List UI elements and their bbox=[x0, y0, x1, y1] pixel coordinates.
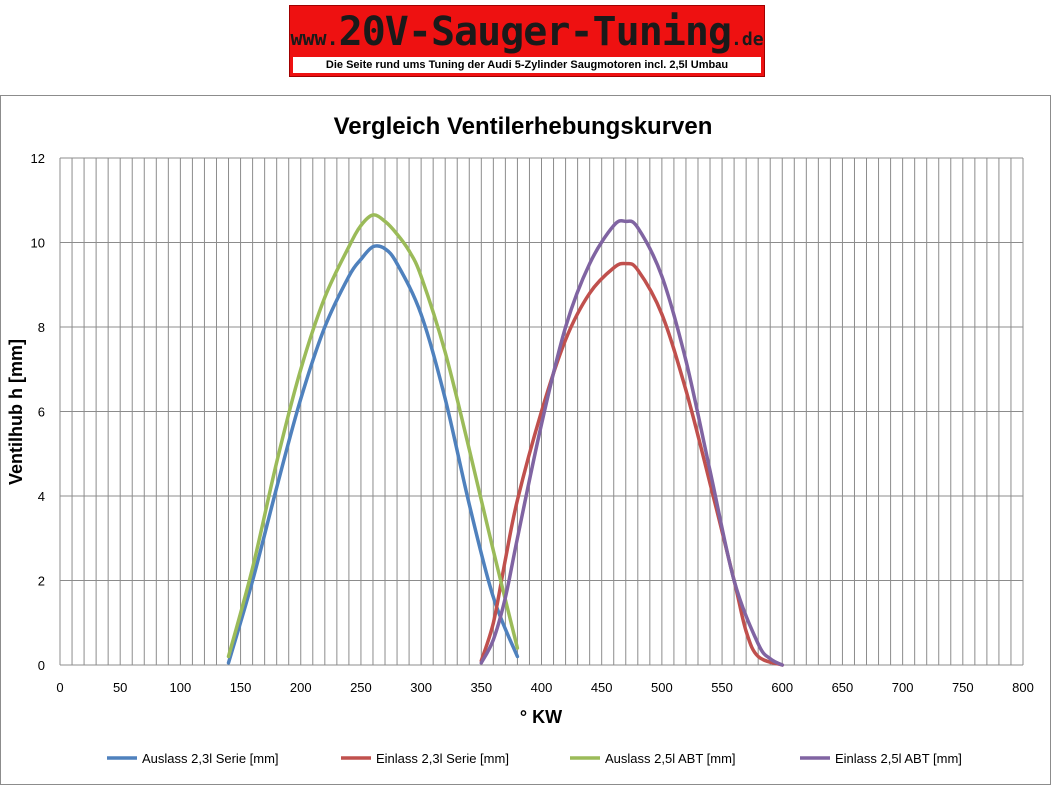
banner-subtitle: Die Seite rund ums Tuning der Audi 5-Zyl… bbox=[293, 57, 761, 73]
y-tick-label: 10 bbox=[31, 236, 45, 251]
x-tick-label: 350 bbox=[470, 680, 492, 695]
x-axis-label: ° KW bbox=[520, 707, 562, 727]
banner-tld: .de bbox=[731, 29, 764, 50]
x-tick-label: 100 bbox=[170, 680, 192, 695]
x-tick-label: 300 bbox=[410, 680, 432, 695]
tick-labels: 0 50 100 150 200 250 300 350 400 450 500 550 600 650 7… bbox=[31, 151, 1034, 695]
axes bbox=[59, 158, 1023, 666]
y-axis-label: Ventilhub h [mm] bbox=[6, 339, 26, 485]
legend-label-4: Einlass 2,5l ABT [mm] bbox=[835, 751, 962, 766]
y-tick-label: 0 bbox=[38, 658, 45, 673]
x-tick-label: 0 bbox=[56, 680, 63, 695]
banner-site-name: 20V-Sauger-Tuning bbox=[338, 9, 732, 55]
x-tick-label: 600 bbox=[771, 680, 793, 695]
y-tick-label: 4 bbox=[38, 489, 45, 504]
series-lines bbox=[226, 213, 785, 667]
x-tick-label: 150 bbox=[230, 680, 252, 695]
x-tick-label: 550 bbox=[711, 680, 733, 695]
y-tick-label: 6 bbox=[38, 405, 45, 420]
site-banner: www.20V-Sauger-Tuning.de Die Seite rund … bbox=[289, 5, 765, 77]
legend: Auslass 2,3l Serie [mm] Einlass 2,3l Seri… bbox=[107, 751, 962, 766]
y-tick-label: 8 bbox=[38, 320, 45, 335]
series-line-2 bbox=[479, 261, 785, 667]
legend-label-3: Auslass 2,5l ABT [mm] bbox=[605, 751, 736, 766]
x-tick-label: 750 bbox=[952, 680, 974, 695]
x-tick-label: 700 bbox=[892, 680, 914, 695]
series-line-4 bbox=[479, 218, 785, 667]
legend-label-2: Einlass 2,3l Serie [mm] bbox=[376, 751, 509, 766]
x-tick-label: 400 bbox=[531, 680, 553, 695]
x-tick-label: 450 bbox=[591, 680, 613, 695]
banner-title: www.20V-Sauger-Tuning.de bbox=[290, 9, 764, 59]
x-tick-label: 800 bbox=[1012, 680, 1034, 695]
banner-www: www. bbox=[290, 26, 339, 50]
x-tick-label: 50 bbox=[113, 680, 127, 695]
x-tick-label: 250 bbox=[350, 680, 372, 695]
legend-label-1: Auslass 2,3l Serie [mm] bbox=[142, 751, 279, 766]
y-tick-label: 12 bbox=[31, 151, 45, 166]
series-line-3 bbox=[226, 213, 520, 659]
x-tick-label: 650 bbox=[832, 680, 854, 695]
chart-title: Vergleich Ventilerhebungskurven bbox=[334, 113, 713, 140]
x-tick-label: 500 bbox=[651, 680, 673, 695]
x-tick-label: 200 bbox=[290, 680, 312, 695]
series-line-1 bbox=[226, 244, 520, 665]
chart-frame bbox=[0, 95, 1051, 785]
y-tick-label: 2 bbox=[38, 574, 45, 589]
